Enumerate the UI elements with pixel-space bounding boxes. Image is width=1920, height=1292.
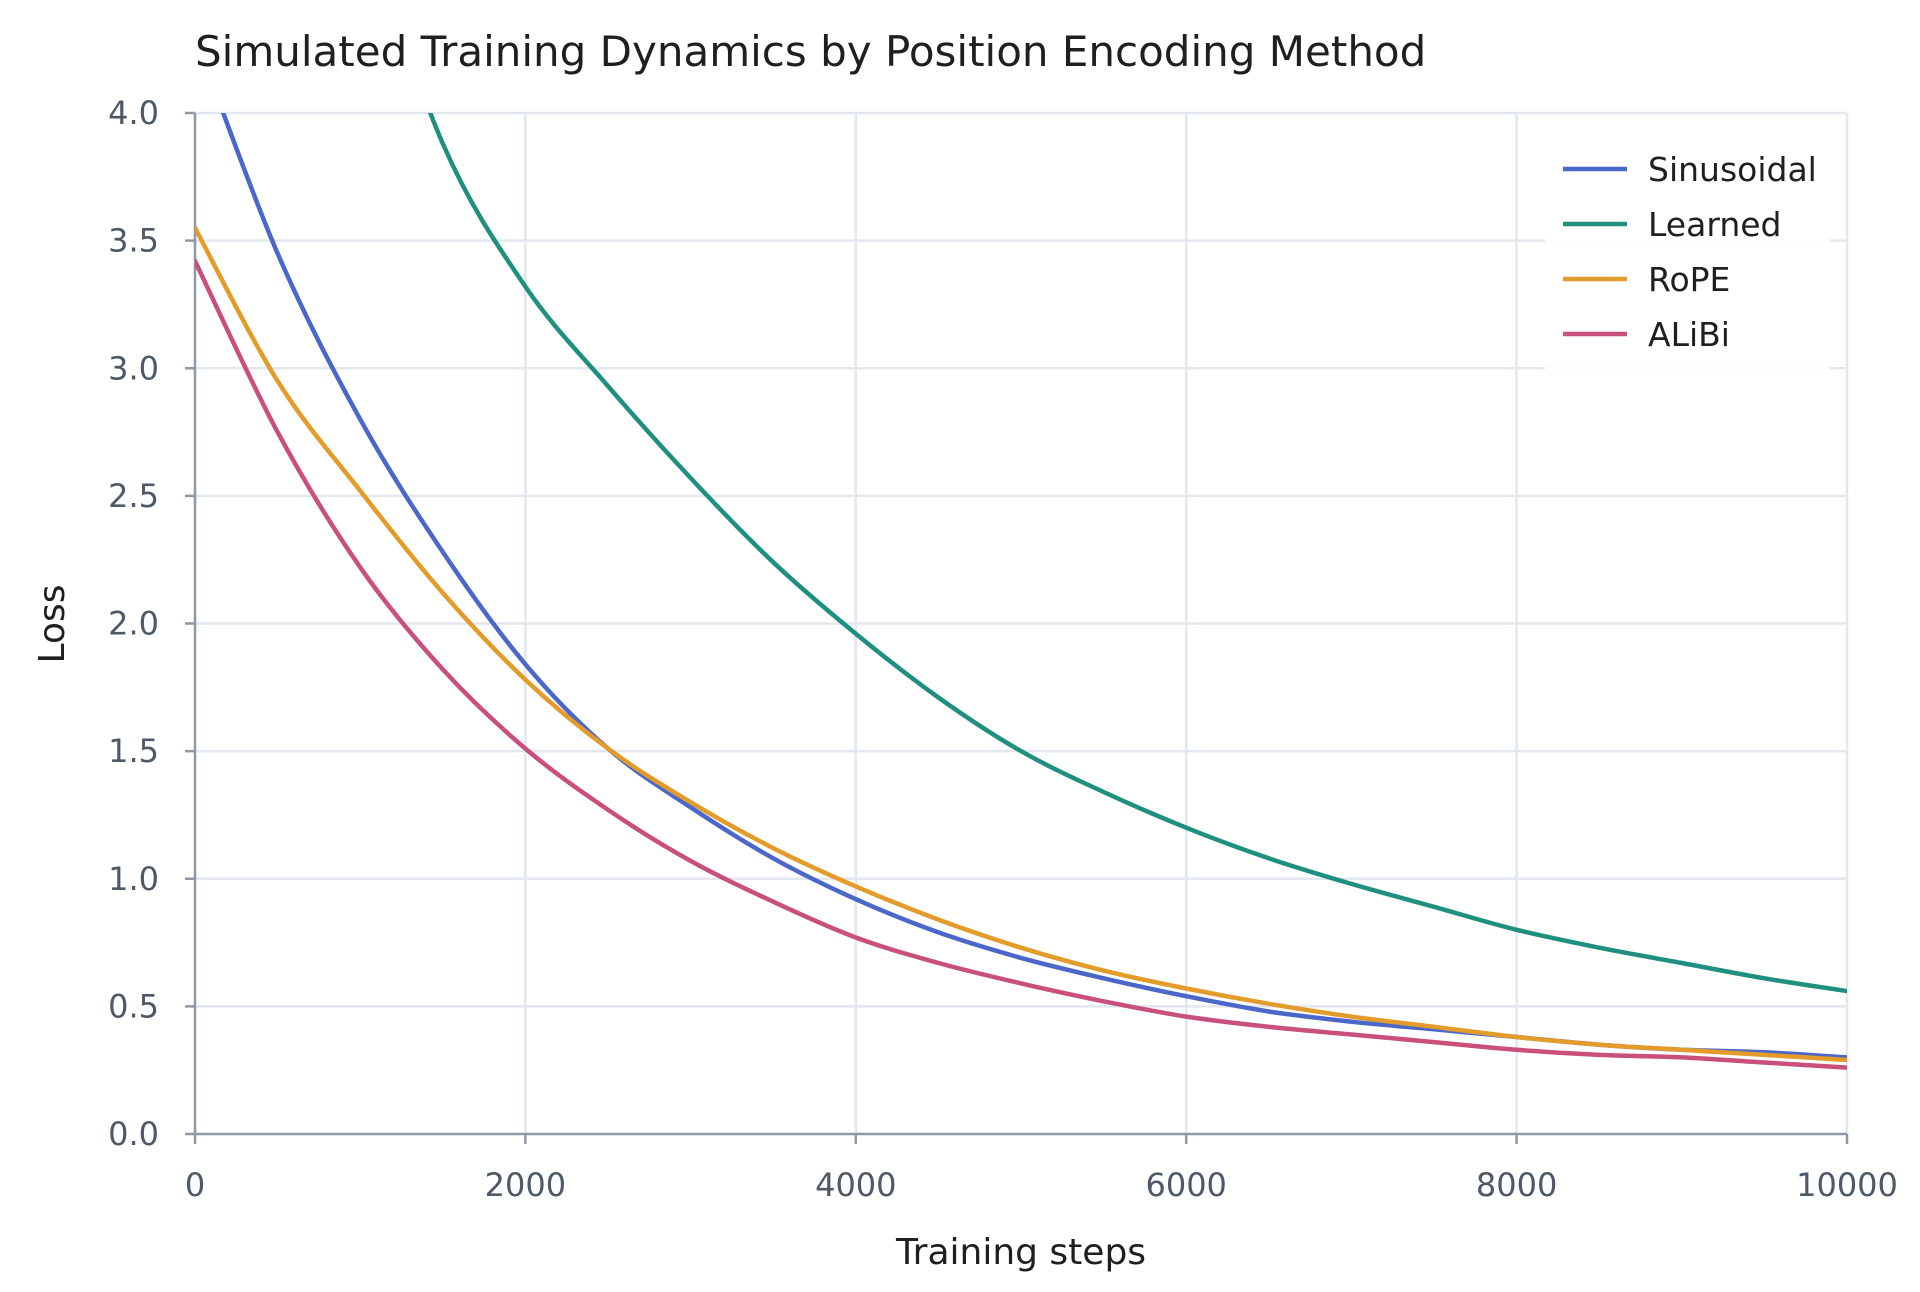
series-line-alibi: [195, 258, 1847, 1070]
y-tick-label: 3.5: [108, 222, 159, 260]
x-axis-label: Training steps: [895, 1232, 1146, 1273]
y-tick-label: 2.5: [108, 477, 159, 515]
x-tick-label: 0: [185, 1166, 205, 1204]
legend-label-sinusoidal: Sinusoidal: [1648, 150, 1817, 189]
legend-label-alibi: ALiBi: [1648, 315, 1730, 354]
y-tick-label: 1.0: [108, 860, 159, 898]
x-tick-label: 2000: [485, 1166, 566, 1204]
y-axis-label: Loss: [32, 585, 73, 664]
legend-label-learned: Learned: [1648, 205, 1781, 244]
series-lines: [195, 113, 1847, 1070]
series-line-rope: [195, 225, 1847, 1063]
grid: [195, 111, 1849, 1134]
y-tick-label: 2.0: [108, 605, 159, 643]
y-tick-label: 3.0: [108, 349, 159, 387]
legend-label-rope: RoPE: [1648, 260, 1730, 299]
legend: Sinusoidal Learned RoPE ALiBi: [1545, 142, 1830, 402]
series-line-learned: [427, 113, 1847, 994]
chart-title: Simulated Training Dynamics by Position …: [195, 27, 1426, 76]
y-tick-label: 1.5: [108, 732, 159, 770]
tick-labels: 0.0 0.5 1.0 1.5 2.0 2.5 3.0 3.5 4.0 0 2000 4000 6000…: [108, 94, 1898, 1204]
y-tick-label: 0.0: [108, 1115, 159, 1153]
x-tick-label: 8000: [1476, 1166, 1557, 1204]
x-tick-label: 4000: [815, 1166, 896, 1204]
y-tick-label: 4.0: [108, 94, 159, 132]
x-tick-label: 6000: [1145, 1166, 1226, 1204]
legend-box: [1545, 142, 1830, 402]
y-tick-label: 0.5: [108, 987, 159, 1025]
x-tick-label: 10000: [1796, 1166, 1898, 1204]
axes: [185, 111, 1849, 1144]
